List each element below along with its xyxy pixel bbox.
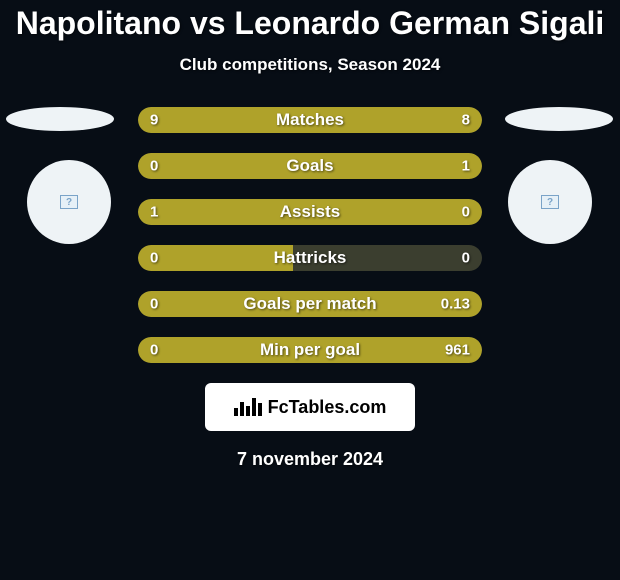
- stat-bar-left-fill: [138, 199, 406, 225]
- stat-label: Goals per match: [243, 294, 376, 314]
- stat-right-value: 0: [462, 250, 470, 267]
- stat-label: Assists: [280, 202, 340, 222]
- stat-label: Goals: [286, 156, 333, 176]
- comparison-chart: ? ? 9Matches80Goals11Assists00Hattricks0…: [0, 107, 620, 363]
- stat-right-value: 961: [445, 342, 470, 359]
- left-ellipse-decor: [6, 107, 114, 131]
- left-avatar-placeholder: ?: [27, 160, 111, 244]
- stat-row: 0 Goals per match 0.13: [138, 291, 482, 317]
- stat-bar-right-fill: [207, 153, 482, 179]
- stat-label: Min per goal: [260, 340, 360, 360]
- source-badge: FcTables.com: [205, 383, 415, 431]
- stat-label: Matches: [276, 110, 344, 130]
- stat-left-value: 0: [150, 296, 158, 313]
- stat-bar-left-fill: [138, 245, 293, 271]
- stat-left-value: 0: [150, 158, 158, 175]
- source-badge-text: FcTables.com: [268, 397, 387, 418]
- stat-right-value: 1: [462, 158, 470, 175]
- snapshot-date: 7 november 2024: [0, 449, 620, 470]
- stat-row: 9 Matches 8: [138, 107, 482, 133]
- bar-chart-icon: [234, 398, 262, 416]
- stat-right-value: 0.13: [441, 296, 470, 313]
- placeholder-icon: ?: [541, 195, 559, 209]
- right-ellipse-decor: [505, 107, 613, 131]
- stat-right-value: 0: [462, 204, 470, 221]
- stat-row: 1 Assists 0: [138, 199, 482, 225]
- stat-row: 0 Goals 1: [138, 153, 482, 179]
- stat-label: Hattricks: [274, 248, 347, 268]
- stat-bar-left-fill: [138, 337, 276, 363]
- stat-left-value: 9: [150, 112, 158, 129]
- placeholder-icon: ?: [60, 195, 78, 209]
- stat-right-value: 8: [462, 112, 470, 129]
- stat-row: 0 Min per goal 961: [138, 337, 482, 363]
- page-title: Napolitano vs Leonardo German Sigali: [0, 0, 620, 41]
- stat-left-value: 0: [150, 342, 158, 359]
- stat-bar-left-fill: [138, 153, 207, 179]
- stat-bar-right-fill: [406, 199, 482, 225]
- page-subtitle: Club competitions, Season 2024: [0, 55, 620, 75]
- stat-bars: 9 Matches 8 0 Goals 1 1 Assists 0 0 Hattricks 0 0 Goa…: [138, 107, 482, 363]
- stat-left-value: 1: [150, 204, 158, 221]
- stat-row: 0 Hattricks 0: [138, 245, 482, 271]
- stat-bar-right-fill: [320, 107, 482, 133]
- right-avatar-placeholder: ?: [508, 160, 592, 244]
- stat-left-value: 0: [150, 250, 158, 267]
